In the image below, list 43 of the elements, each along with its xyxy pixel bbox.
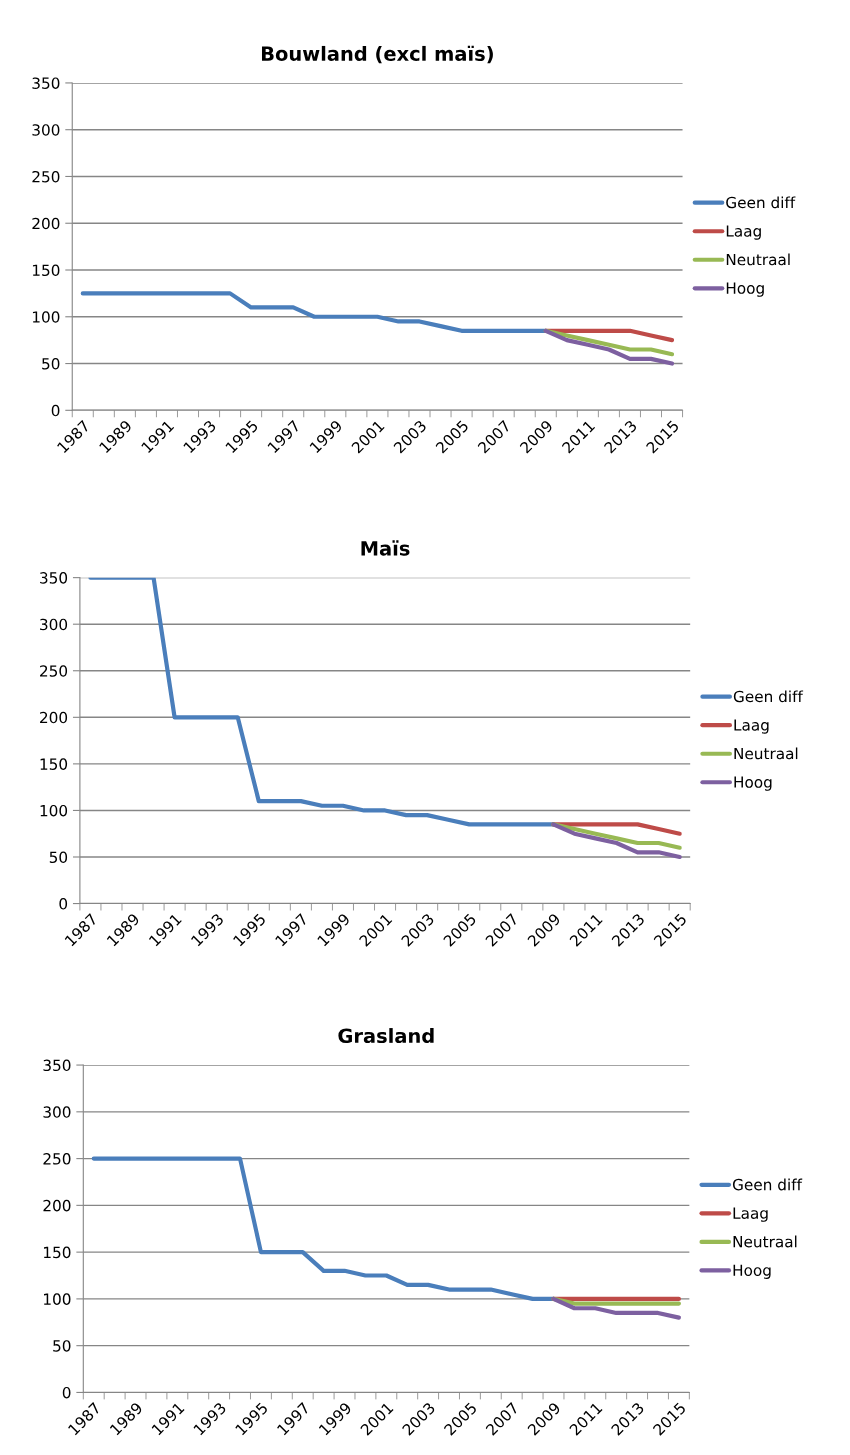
legend-label: Neutraal xyxy=(734,747,798,760)
legend-label: Laag xyxy=(734,719,769,734)
y-tick-label: 200 xyxy=(32,217,60,230)
y-tick-label: 50 xyxy=(42,358,60,370)
legend-label: Hoog xyxy=(734,776,772,791)
legend-label: Geen diff xyxy=(733,690,804,703)
legend-label: Hoog xyxy=(726,282,764,297)
legend-label: Laag xyxy=(733,1207,768,1222)
y-tick-label: 250 xyxy=(40,665,68,677)
legend-label: Geen diff xyxy=(726,196,796,209)
line-series xyxy=(551,1296,681,1320)
y-tick-label: 0 xyxy=(59,898,68,910)
line-series xyxy=(80,291,548,333)
y-tick-label: 50 xyxy=(49,851,68,864)
y-tick-label: 250 xyxy=(32,170,60,183)
y-tick-label: 300 xyxy=(43,1106,71,1118)
y-tick-label: 350 xyxy=(43,1059,71,1072)
chart-title: Grasland xyxy=(338,1028,434,1044)
y-tick-label: 150 xyxy=(40,758,68,770)
y-tick-label: 100 xyxy=(40,804,68,817)
legend-label: Neutraal xyxy=(733,1235,797,1248)
y-tick-label: 200 xyxy=(43,1199,71,1212)
y-tick-label: 300 xyxy=(32,124,60,136)
y-tick-label: 0 xyxy=(62,1386,71,1399)
y-tick-label: 300 xyxy=(40,618,68,631)
y-tick-label: 350 xyxy=(32,77,60,89)
line-series xyxy=(543,328,675,366)
legend-label: Geen diff xyxy=(732,1178,803,1191)
y-tick-label: 150 xyxy=(32,264,60,277)
legend-label: Hoog xyxy=(733,1264,771,1279)
chart-title: Maïs xyxy=(361,540,410,556)
y-tick-label: 0 xyxy=(51,404,60,417)
y-tick-label: 100 xyxy=(44,1293,71,1305)
chart-title: Bouwland (excl maïs) xyxy=(261,45,493,64)
y-tick-label: 150 xyxy=(44,1246,71,1259)
legend-label: Laag xyxy=(726,225,761,240)
line-series xyxy=(551,822,682,860)
y-tick-label: 250 xyxy=(43,1153,71,1165)
y-tick-label: 200 xyxy=(40,711,68,724)
y-tick-label: 350 xyxy=(40,572,68,584)
legend-label: Neutraal xyxy=(726,253,790,266)
y-tick-label: 50 xyxy=(53,1340,71,1352)
y-tick-label: 100 xyxy=(32,311,60,323)
